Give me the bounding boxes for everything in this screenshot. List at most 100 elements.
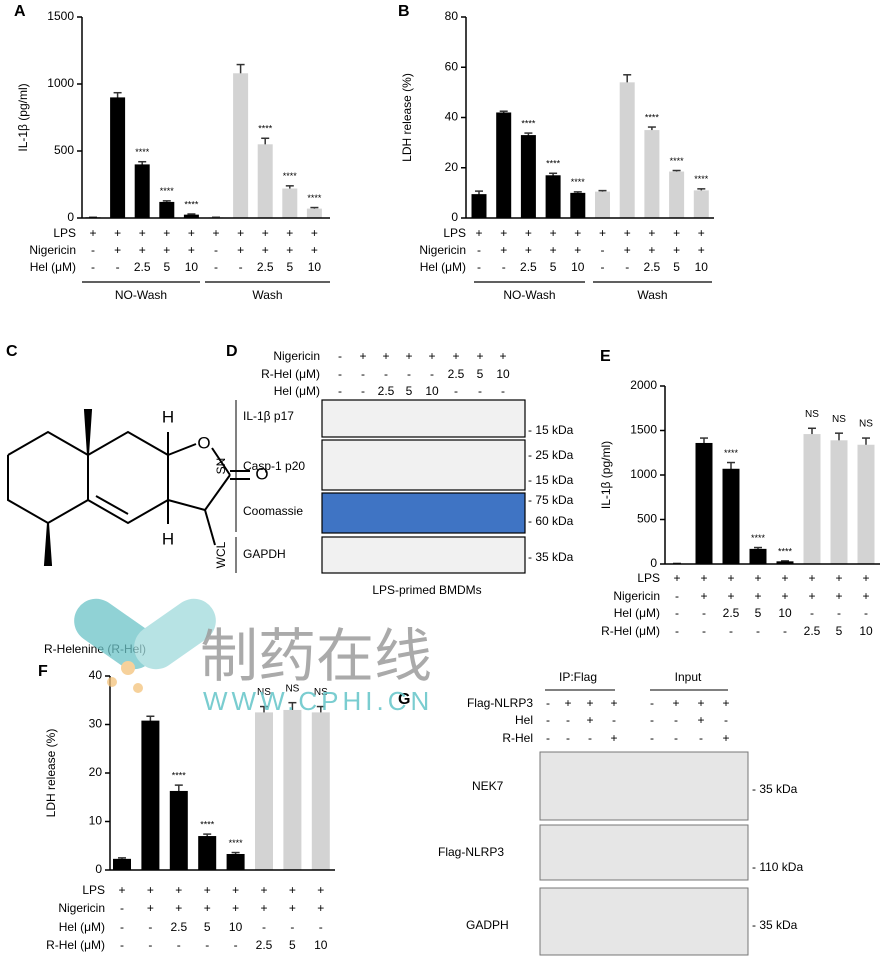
significance-label: **** xyxy=(258,124,273,134)
condition-value: - xyxy=(120,920,124,934)
bar xyxy=(135,164,150,218)
significance-label: **** xyxy=(546,159,561,169)
panel-letter: A xyxy=(14,3,26,20)
bar xyxy=(472,194,487,218)
atom-label: H xyxy=(162,407,174,426)
row-name: NEK7 xyxy=(472,779,504,793)
y-tick-label: 500 xyxy=(54,143,74,157)
condition-value: + xyxy=(673,226,680,240)
condition-name: Hel (μM) xyxy=(59,920,105,934)
blot-box xyxy=(322,537,525,573)
condition-value: + xyxy=(835,589,842,603)
significance-label: **** xyxy=(751,533,766,543)
lane-value: + xyxy=(697,713,704,727)
condition-value: + xyxy=(550,243,557,257)
condition-name: LPS xyxy=(53,226,76,240)
condition-value: + xyxy=(835,571,842,585)
lane-value: - xyxy=(454,384,458,398)
bar xyxy=(546,175,561,218)
condition-value: 2.5 xyxy=(170,920,187,934)
lane-value: 2.5 xyxy=(378,384,395,398)
condition-value: 5 xyxy=(163,260,170,274)
condition-value: + xyxy=(727,571,734,585)
lane-value: - xyxy=(650,696,654,710)
condition-value: - xyxy=(502,260,506,274)
section-label: WCL xyxy=(214,541,228,568)
significance-label: NS xyxy=(805,409,819,420)
condition-value: - xyxy=(477,260,481,274)
condition-value: 10 xyxy=(308,260,322,274)
condition-name: Nigericin xyxy=(419,243,466,257)
lane-value: 10 xyxy=(496,367,510,381)
significance-label: **** xyxy=(645,112,660,122)
condition-value: + xyxy=(175,883,182,897)
watermark-title: 制药在线 xyxy=(200,622,432,690)
condition-name: LPS xyxy=(82,883,105,897)
condition-value: - xyxy=(810,606,814,620)
y-tick-label: 1500 xyxy=(630,423,657,437)
condition-value: + xyxy=(673,243,680,257)
row-name: GAPDH xyxy=(243,547,286,561)
y-tick-label: 2000 xyxy=(630,378,657,392)
condition-value: - xyxy=(702,624,706,638)
bar xyxy=(620,82,635,218)
condition-value: + xyxy=(232,883,239,897)
bar xyxy=(570,193,585,218)
lane-name: Nigericin xyxy=(273,349,320,363)
condition-value: - xyxy=(864,606,868,620)
atom-label: O xyxy=(197,433,210,452)
condition-value: 5 xyxy=(755,606,762,620)
lane-value: - xyxy=(674,731,678,745)
lane-value: 10 xyxy=(425,384,439,398)
y-axis-label: IL-1β (pg/ml) xyxy=(599,441,613,509)
lane-value: - xyxy=(612,713,616,727)
condition-value: + xyxy=(475,226,482,240)
significance-label: **** xyxy=(135,147,150,157)
panel-letter: B xyxy=(398,3,410,20)
condition-value: - xyxy=(91,260,95,274)
row-name: Coomassie xyxy=(243,504,303,518)
condition-value: + xyxy=(781,589,788,603)
condition-value: + xyxy=(289,901,296,915)
condition-value: + xyxy=(139,243,146,257)
condition-value: - xyxy=(675,589,679,603)
y-tick-label: 10 xyxy=(89,814,103,828)
blot-box xyxy=(322,440,525,490)
condition-value: + xyxy=(114,243,121,257)
blot-box xyxy=(540,888,748,955)
lane-value: - xyxy=(501,384,505,398)
blot-box xyxy=(540,825,748,880)
condition-value: + xyxy=(163,243,170,257)
condition-value: - xyxy=(214,260,218,274)
condition-value: - xyxy=(675,624,679,638)
bar xyxy=(496,112,511,218)
condition-name: Nigericin xyxy=(613,589,660,603)
condition-name: Nigericin xyxy=(58,901,105,915)
bar xyxy=(227,854,245,870)
bar xyxy=(521,135,536,218)
condition-value: + xyxy=(648,226,655,240)
bar xyxy=(113,859,131,870)
lane-value: - xyxy=(588,731,592,745)
y-tick-label: 1500 xyxy=(47,9,74,23)
condition-value: + xyxy=(648,243,655,257)
condition-value: - xyxy=(239,260,243,274)
condition-value: + xyxy=(147,883,154,897)
y-tick-label: 1000 xyxy=(47,76,74,90)
panel-letter: E xyxy=(600,348,611,365)
lane-value: 2.5 xyxy=(448,367,465,381)
group-label: Wash xyxy=(637,288,667,302)
condition-value: + xyxy=(260,883,267,897)
condition-value: + xyxy=(204,901,211,915)
condition-value: 2.5 xyxy=(520,260,537,274)
condition-name: Nigericin xyxy=(29,243,76,257)
condition-value: 2.5 xyxy=(257,260,274,274)
significance-label: **** xyxy=(694,174,709,184)
lane-value: - xyxy=(650,713,654,727)
condition-value: 10 xyxy=(229,920,243,934)
condition-value: - xyxy=(120,938,124,952)
group-header: IP:Flag xyxy=(559,670,597,684)
condition-value: + xyxy=(550,226,557,240)
